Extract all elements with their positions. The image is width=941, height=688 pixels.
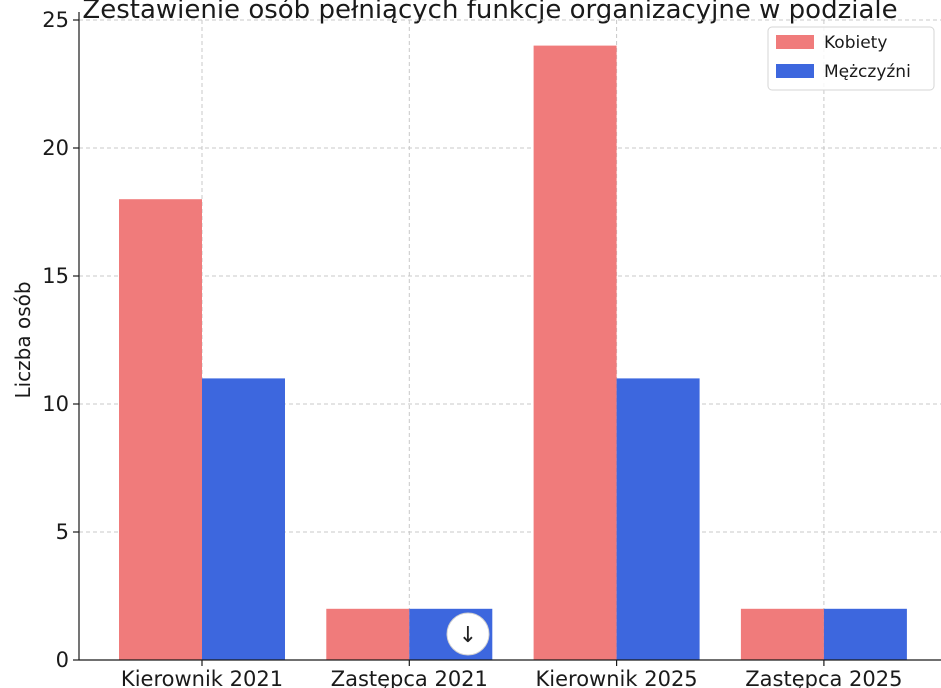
bar-kobiety-1: [326, 608, 410, 660]
y-tick-label: 0: [56, 648, 69, 672]
scroll-down-button[interactable]: ↓: [446, 612, 490, 656]
y-tick-label: 15: [42, 264, 69, 288]
bar-mezczyzni-0: [202, 378, 285, 660]
chart-title: Zestawienie osób pełniących funkcje orga…: [82, 0, 897, 25]
x-tick-label: Zastępca 2021: [331, 667, 488, 688]
bar-mezczyzni-2: [616, 378, 700, 660]
bar-kobiety-0: [119, 199, 202, 660]
legend-label: Kobiety: [824, 33, 887, 53]
legend-swatch: [776, 35, 814, 49]
legend: Kobiety Mężczyźni: [767, 26, 935, 91]
y-tick-label: 25: [42, 8, 69, 32]
x-tick-labels: Kierownik 2021 Zastępca 2021 Kierownik 202…: [121, 660, 903, 688]
y-tick-label: 20: [42, 136, 69, 160]
legend-label: Mężczyźni: [824, 62, 911, 82]
axes: [78, 12, 941, 661]
x-tick-label: Kierownik 2021: [121, 667, 283, 688]
x-tick-label: Kierownik 2025: [536, 667, 698, 688]
bar-kobiety-3: [740, 608, 824, 660]
y-axis-label: Liczba osób: [11, 281, 35, 398]
y-tick-label: 5: [56, 520, 69, 544]
scroll-down-button-circle[interactable]: [446, 612, 490, 656]
arrow-down-icon[interactable]: ↓: [459, 623, 477, 648]
bar-kobiety-2: [533, 45, 617, 661]
y-tick-labels: 0 5 10 15 20 25: [42, 8, 79, 672]
bars: [119, 45, 907, 661]
bar-mezczyzni-3: [823, 608, 907, 660]
x-tick-label: Zastępca 2025: [745, 667, 902, 688]
legend-swatch: [776, 64, 814, 78]
y-tick-label: 10: [42, 392, 69, 416]
